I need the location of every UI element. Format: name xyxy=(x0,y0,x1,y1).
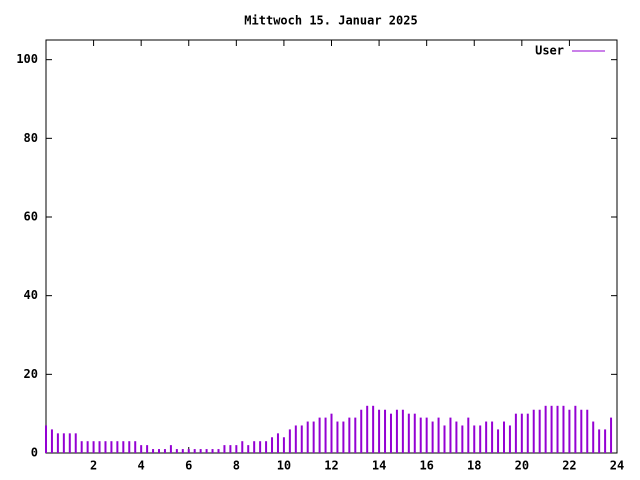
y-tick-label: 60 xyxy=(24,210,38,224)
y-tick-label: 0 xyxy=(31,446,38,460)
y-tick-label: 40 xyxy=(24,288,38,302)
x-tick-label: 8 xyxy=(233,459,240,473)
x-tick-label: 18 xyxy=(467,459,481,473)
x-tick-label: 2 xyxy=(90,459,97,473)
x-tick-label: 6 xyxy=(185,459,192,473)
x-tick-label: 10 xyxy=(277,459,291,473)
x-tick-label: 24 xyxy=(610,459,624,473)
y-tick-label: 80 xyxy=(24,131,38,145)
x-tick-label: 14 xyxy=(372,459,386,473)
x-tick-label: 12 xyxy=(324,459,338,473)
x-tick-label: 20 xyxy=(515,459,529,473)
x-tick-label: 4 xyxy=(138,459,145,473)
y-tick-label: 100 xyxy=(16,52,38,66)
x-tick-label: 22 xyxy=(562,459,576,473)
y-tick-label: 20 xyxy=(24,367,38,381)
x-tick-label: 16 xyxy=(419,459,433,473)
chart-title: Mittwoch 15. Januar 2025 xyxy=(244,14,417,28)
legend-label: User xyxy=(535,44,564,58)
